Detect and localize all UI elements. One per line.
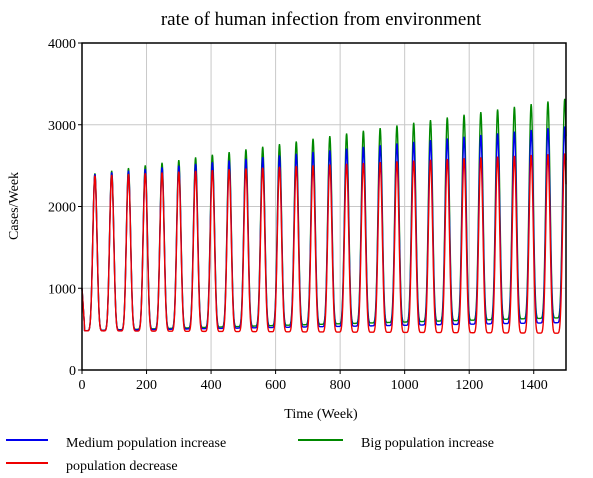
x-tick-label: 200 — [136, 378, 157, 393]
y-tick-label: 1000 — [48, 282, 76, 297]
legend-label: Big population increase — [361, 436, 494, 451]
x-tick-label: 600 — [265, 378, 286, 393]
y-axis-label: Cases/Week — [7, 172, 22, 240]
legend: Medium population increase Big population… — [6, 436, 494, 474]
series-line-2 — [81, 153, 567, 334]
chart-title: rate of human infection from environment — [161, 9, 482, 30]
x-tick-label: 1400 — [520, 378, 548, 393]
x-axis-label: Time (Week) — [284, 407, 358, 422]
y-tick-label: 4000 — [48, 37, 76, 52]
grid — [82, 43, 566, 370]
y-tick-label: 2000 — [48, 201, 76, 216]
x-tick-label: 0 — [79, 378, 86, 393]
x-tick-label: 800 — [330, 378, 351, 393]
x-axis-ticks: 0 200 400 600 800 1000 1200 1400 — [79, 370, 548, 393]
x-tick-label: 1200 — [455, 378, 483, 393]
x-tick-label: 400 — [201, 378, 222, 393]
legend-label: Medium population increase — [66, 436, 226, 451]
y-axis-ticks: 0 1000 2000 3000 4000 — [48, 37, 82, 379]
x-tick-label: 1000 — [391, 378, 419, 393]
y-tick-label: 0 — [69, 364, 76, 379]
y-tick-label: 3000 — [48, 119, 76, 134]
series-lines — [81, 98, 567, 334]
legend-label: population decrease — [66, 459, 178, 474]
